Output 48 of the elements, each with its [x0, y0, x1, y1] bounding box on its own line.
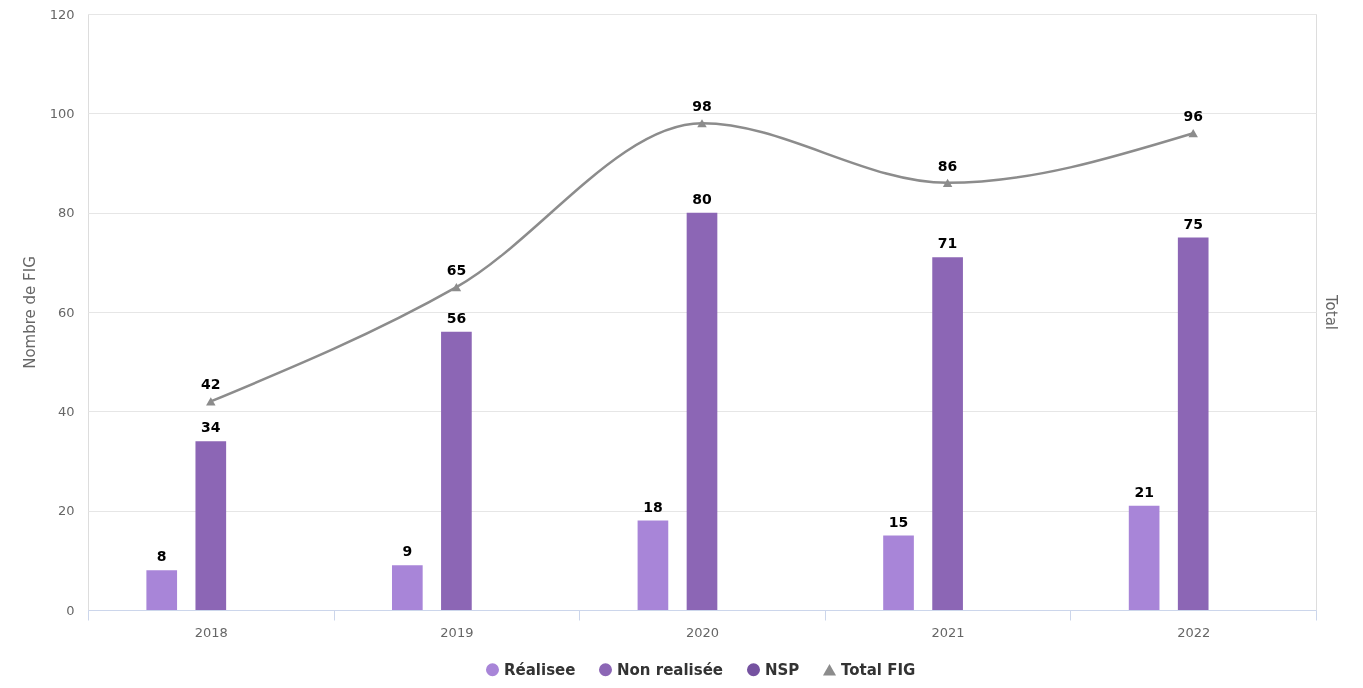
bar: [1177, 237, 1209, 610]
data-label: 18: [643, 498, 663, 515]
data-label: 71: [937, 235, 958, 252]
data-label: 21: [1134, 483, 1154, 500]
data-label: 8: [156, 548, 167, 565]
data-label: 75: [1183, 215, 1203, 232]
data-label: 15: [888, 513, 909, 530]
point: [206, 397, 216, 406]
bar: [686, 212, 718, 610]
legend-label: NSP: [765, 660, 800, 679]
bar: [637, 520, 669, 610]
data-label: 86: [937, 157, 958, 174]
legend-label: Réalisee: [504, 660, 576, 679]
y-tick-label: 40: [57, 403, 75, 419]
bar: [1128, 505, 1160, 610]
legend-label: Non realisée: [617, 660, 724, 679]
x-tick-label: 2021: [931, 624, 965, 640]
y-tick-label: 100: [49, 105, 75, 121]
x-tick-label: 2018: [194, 624, 228, 640]
bar: [146, 570, 178, 610]
x-tick-label: 2019: [440, 624, 474, 640]
bar: [391, 565, 423, 610]
data-label: 96: [1183, 108, 1203, 125]
data-label: 65: [446, 262, 467, 279]
data-label: 34: [201, 419, 221, 436]
x-tick-label: 2020: [685, 624, 720, 640]
point: [451, 283, 462, 292]
point: [697, 119, 707, 128]
data-label: 56: [446, 309, 467, 326]
point: [942, 178, 953, 187]
data-label: 42: [201, 376, 221, 393]
legend-label: Total FIG: [841, 660, 916, 679]
y2-axis-title: Total: [1321, 293, 1340, 331]
data-label: 9: [402, 543, 413, 560]
y-tick-label: 80: [57, 205, 75, 221]
y-tick-label: 120: [49, 6, 75, 22]
bar: [441, 331, 472, 610]
y-tick-label: 60: [57, 304, 75, 320]
y-tick-label: 20: [57, 503, 75, 519]
x-tick-label: 2022: [1177, 624, 1211, 640]
bar: [883, 535, 914, 610]
bar: [195, 441, 227, 610]
point: [1188, 129, 1198, 138]
data-label: 98: [692, 98, 712, 115]
y-axis-title: Nombre de FIG: [20, 256, 39, 369]
y-tick-label: 0: [66, 602, 75, 618]
data-label: 80: [692, 190, 712, 207]
bar: [932, 257, 963, 610]
